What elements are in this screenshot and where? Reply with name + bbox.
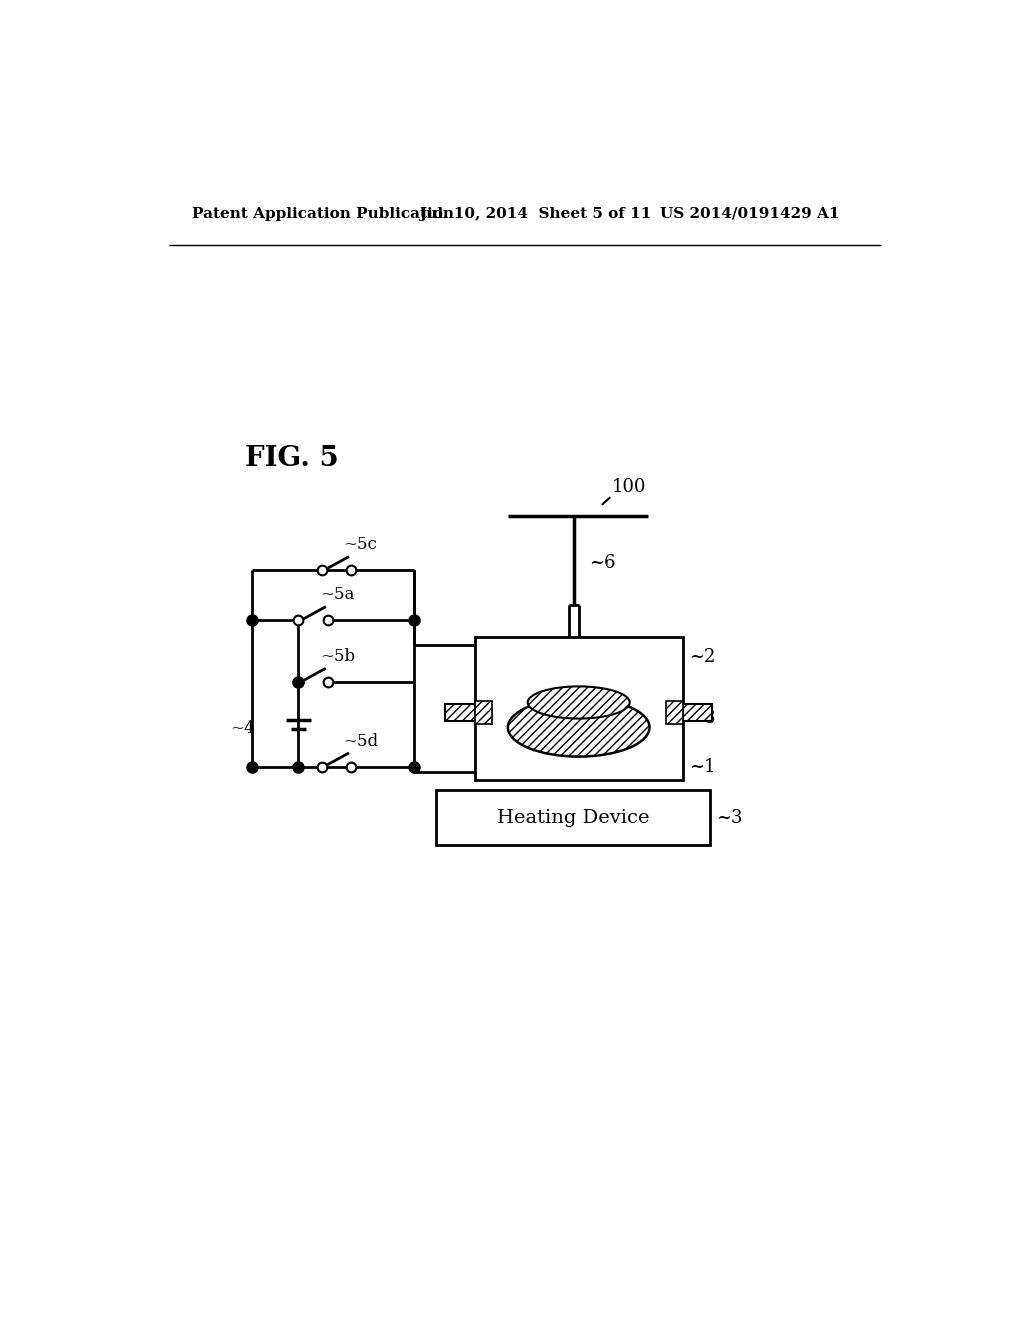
Text: ~5d: ~5d — [343, 733, 378, 750]
Text: Jul. 10, 2014  Sheet 5 of 11: Jul. 10, 2014 Sheet 5 of 11 — [419, 207, 651, 220]
Text: Patent Application Publication: Patent Application Publication — [193, 207, 455, 220]
Text: ~2: ~2 — [689, 648, 715, 665]
Text: 100: 100 — [611, 478, 646, 496]
Text: ~5c: ~5c — [343, 536, 377, 553]
Bar — [445, 705, 475, 721]
Text: US 2014/0191429 A1: US 2014/0191429 A1 — [660, 207, 840, 220]
Bar — [666, 701, 683, 725]
Text: ~1: ~1 — [689, 758, 716, 776]
Ellipse shape — [508, 698, 649, 756]
Text: ~4: ~4 — [230, 719, 255, 737]
Text: ~6: ~6 — [589, 553, 615, 572]
Text: Heating Device: Heating Device — [497, 809, 649, 826]
Text: ~8: ~8 — [689, 709, 716, 727]
Bar — [475, 638, 683, 780]
Bar — [475, 701, 492, 725]
Text: FIG. 5: FIG. 5 — [245, 445, 338, 473]
Text: ~5b: ~5b — [319, 648, 355, 665]
Text: ~3: ~3 — [716, 809, 742, 826]
Text: ~5a: ~5a — [319, 586, 354, 603]
Bar — [436, 789, 710, 845]
Ellipse shape — [527, 686, 630, 718]
Bar — [683, 705, 712, 721]
